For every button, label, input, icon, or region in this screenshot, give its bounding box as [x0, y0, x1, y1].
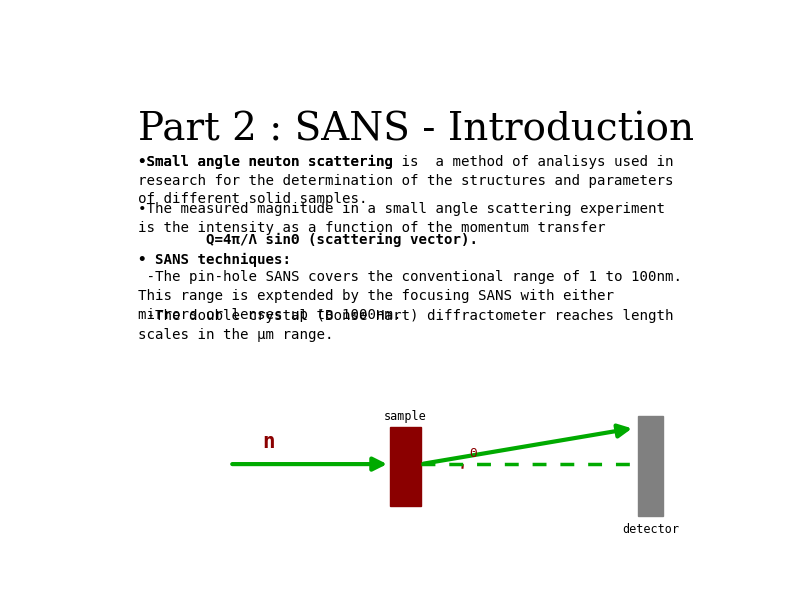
Text: n: n — [262, 432, 275, 452]
Text: -The pin-hole SANS covers the conventional range of 1 to 100nm.
This range is ex: -The pin-hole SANS covers the convention… — [138, 270, 682, 322]
Text: Q=4π/Λ sinΘ (scattering vector).: Q=4π/Λ sinΘ (scattering vector). — [138, 233, 478, 248]
Text: •Small angle neuton scattering is  a method of analisys used in
research for the: •Small angle neuton scattering is a meth… — [138, 155, 673, 206]
Text: -The double crystal (Bonse Hart) diffractometer reaches length
scales in the μm : -The double crystal (Bonse Hart) diffrac… — [138, 309, 673, 342]
Text: • SANS techniques:: • SANS techniques: — [138, 253, 291, 267]
Text: •Small angle neuton scattering: •Small angle neuton scattering — [138, 155, 393, 169]
Text: detector: detector — [622, 522, 679, 536]
Text: sample: sample — [384, 409, 426, 422]
Bar — [638, 416, 664, 516]
Text: •The measured magnitude in a small angle scattering experiment
is the intensity : •The measured magnitude in a small angle… — [138, 202, 665, 235]
Text: Part 2 : SANS - Introduction: Part 2 : SANS - Introduction — [138, 111, 694, 148]
Text: Θ: Θ — [469, 447, 476, 460]
Bar — [390, 427, 421, 506]
